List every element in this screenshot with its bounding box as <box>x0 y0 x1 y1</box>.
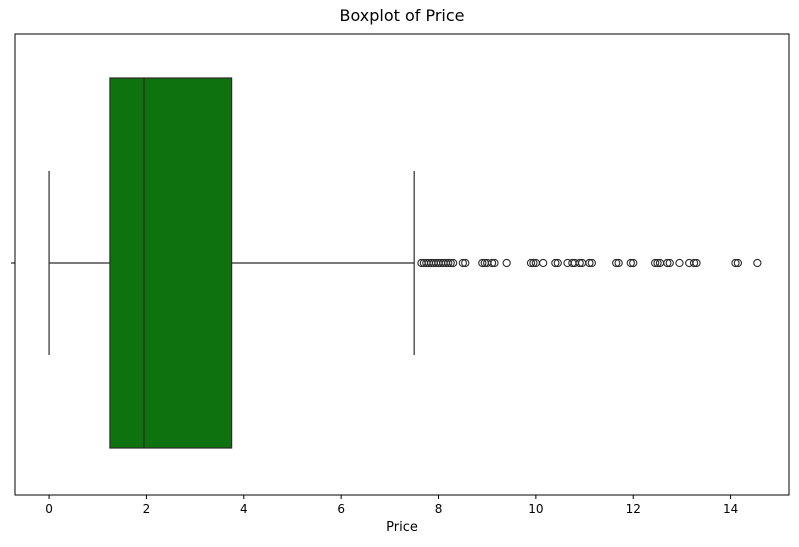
outlier-point <box>526 258 536 268</box>
outlier-point <box>446 258 455 268</box>
outlier-point <box>539 258 548 268</box>
outlier-point <box>448 258 458 268</box>
x-tick-label: 4 <box>240 502 248 516</box>
outlier-point <box>458 258 467 268</box>
outlier-point <box>665 258 674 268</box>
iqr-box <box>109 77 233 449</box>
outlier-point <box>585 258 594 268</box>
chart-title: Boxplot of Price <box>339 6 465 25</box>
outlier-point <box>487 258 497 268</box>
outlier-point <box>650 258 660 268</box>
x-tick-label: 10 <box>528 502 543 516</box>
outlier-point <box>612 258 621 268</box>
outlier-point <box>587 258 596 268</box>
outlier-point <box>502 258 511 268</box>
x-axis-label: Price <box>386 520 418 535</box>
outlier-point <box>731 258 740 268</box>
outlier-point <box>444 258 453 268</box>
outlier-point <box>733 258 743 268</box>
outlier-point <box>689 258 699 268</box>
outlier-point <box>753 258 762 268</box>
outlier-point <box>653 258 662 268</box>
outlier-point <box>553 258 562 268</box>
x-tick-label: 8 <box>435 502 443 516</box>
x-tick-label: 0 <box>45 502 53 516</box>
outlier-point <box>675 258 684 268</box>
outlier-point <box>575 258 584 268</box>
outlier-point <box>529 258 538 268</box>
x-tick-label: 14 <box>723 502 738 516</box>
x-tick-label: 6 <box>337 502 345 516</box>
x-tick-label: 12 <box>626 502 641 516</box>
outlier-point <box>626 258 635 268</box>
outlier-point <box>692 258 701 268</box>
outlier-point <box>478 258 487 268</box>
outlier-point <box>663 258 672 268</box>
outlier-point <box>490 258 499 268</box>
outlier-point <box>461 258 470 268</box>
x-tick-label: 2 <box>143 502 151 516</box>
outlier-point <box>614 258 623 268</box>
plot-frame <box>14 33 790 496</box>
outlier-point <box>551 258 560 268</box>
outlier-point <box>629 258 638 268</box>
